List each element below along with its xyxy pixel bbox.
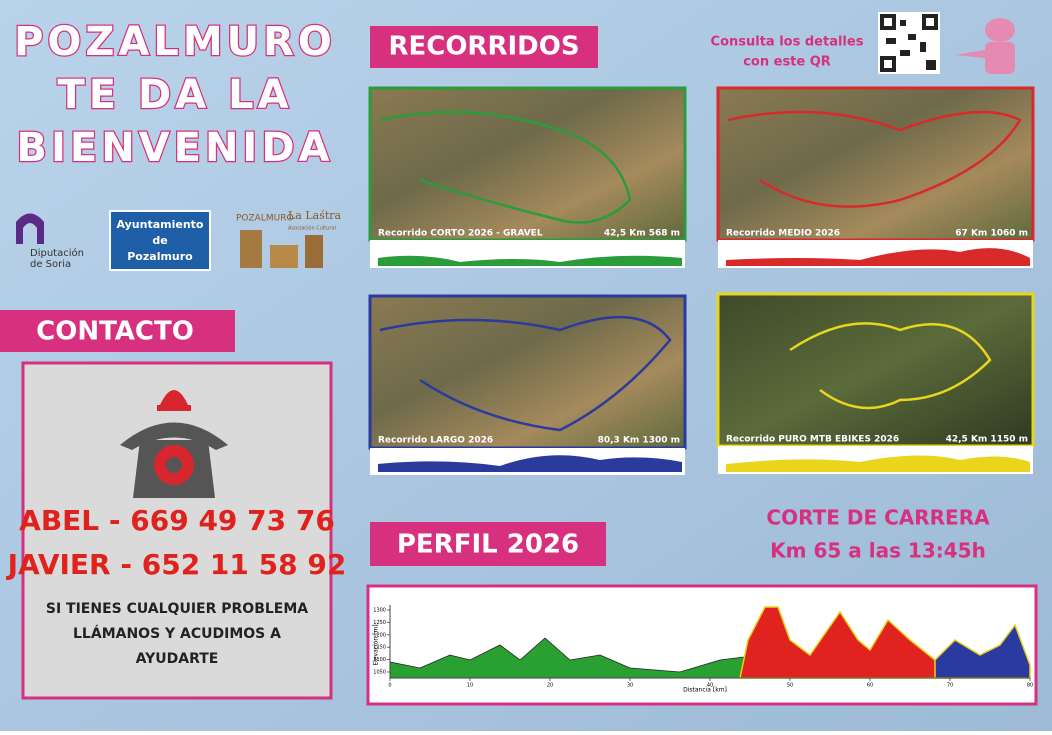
logo-text: Ayuntamiento [117, 218, 204, 231]
y-tick-label: 1200 [373, 632, 386, 638]
heading-box [0, 310, 235, 352]
heading: PERFIL 2026 [397, 530, 579, 560]
route-map: Recorrido LARGO 2026 80,3 Km 1300 m [368, 294, 687, 475]
heading-box [370, 522, 606, 566]
y-tick-label: 1150 [373, 645, 386, 651]
route-map: Recorrido CORTO 2026 - GRAVEL 42,5 Km 56… [368, 86, 687, 268]
contact-box [21, 361, 333, 700]
x-tick-label: 10 [467, 683, 473, 689]
logo-lastra: POZALMURO La Laśtra Asociación Cultural [236, 209, 342, 268]
heading-box [370, 26, 598, 68]
title-line: BIENVENIDA [17, 125, 334, 171]
phone: JAVIER - 652 11 58 92 [6, 548, 347, 581]
qr-text: Consulta los detalles [711, 35, 864, 50]
map-label: 80,3 Km 1300 m [598, 436, 680, 446]
heading: RECORRIDOS [388, 32, 579, 62]
qr-text: con este QR [743, 55, 831, 70]
x-tick-label: 50 [787, 683, 793, 689]
logo-text: POZALMURO [236, 214, 294, 224]
x-tick-label: 60 [867, 683, 873, 689]
logo-text: Pozalmuro [127, 250, 193, 263]
logo-text: de Soria [30, 259, 71, 270]
map-label: Recorrido LARGO 2026 [378, 436, 493, 446]
phone: ABEL - 669 49 73 76 [19, 504, 335, 537]
logo-text: de [152, 234, 167, 247]
title-line: POZALMURO [14, 19, 336, 65]
note: LLÁMANOS Y ACUDIMOS A [73, 625, 281, 642]
note: AYUDARTE [136, 651, 219, 667]
heading: CONTACTO [36, 317, 194, 347]
map-label: 42,5 Km 1150 m [946, 435, 1028, 445]
axis-label: Elevación [m] [373, 624, 380, 665]
route-map: Recorrido PURO MTB EBIKES 2026 42,5 Km 1… [716, 292, 1035, 474]
x-tick-label: 20 [547, 683, 553, 689]
cutoff: CORTE DE CARRERA [766, 506, 990, 530]
phone-icon [120, 390, 228, 498]
mascot [955, 18, 1015, 74]
qr-code [878, 12, 940, 74]
map-label: Recorrido PURO MTB EBIKES 2026 [726, 435, 899, 445]
x-tick-label: 80 [1027, 683, 1033, 689]
cutoff: Km 65 a las 13:45h [770, 539, 986, 563]
x-tick-label: 40 [707, 683, 713, 689]
x-tick-label: 0 [388, 683, 391, 689]
profile-box [366, 584, 1038, 706]
logo-diputacion: Diputación de Soria [16, 213, 84, 270]
map-label: 67 Km 1060 m [955, 229, 1028, 239]
map-label: Recorrido MEDIO 2026 [726, 229, 840, 239]
x-tick-label: 30 [627, 683, 633, 689]
logo-text: Asociación Cultural [288, 225, 336, 232]
y-tick-label: 1300 [373, 608, 386, 614]
note: SI TIENES CUALQUIER PROBLEMA [46, 601, 308, 617]
y-tick-label: 1250 [373, 620, 386, 626]
map-label: 42,5 Km 568 m [604, 229, 680, 239]
axis-label: Distancia [km] [683, 687, 727, 694]
y-tick-label: 1050 [373, 670, 386, 676]
logo-text: La Laśtra [288, 209, 342, 222]
map-label: Recorrido CORTO 2026 - GRAVEL [378, 229, 543, 239]
route-map: Recorrido MEDIO 2026 67 Km 1060 m [716, 86, 1035, 268]
y-tick-label: 1100 [373, 657, 386, 663]
logo-ayuntamiento: Ayuntamiento de Pozalmuro [109, 210, 211, 271]
title-line: TE DA LA [57, 72, 292, 118]
x-tick-label: 70 [947, 683, 953, 689]
logo-text: Diputación [30, 247, 84, 259]
